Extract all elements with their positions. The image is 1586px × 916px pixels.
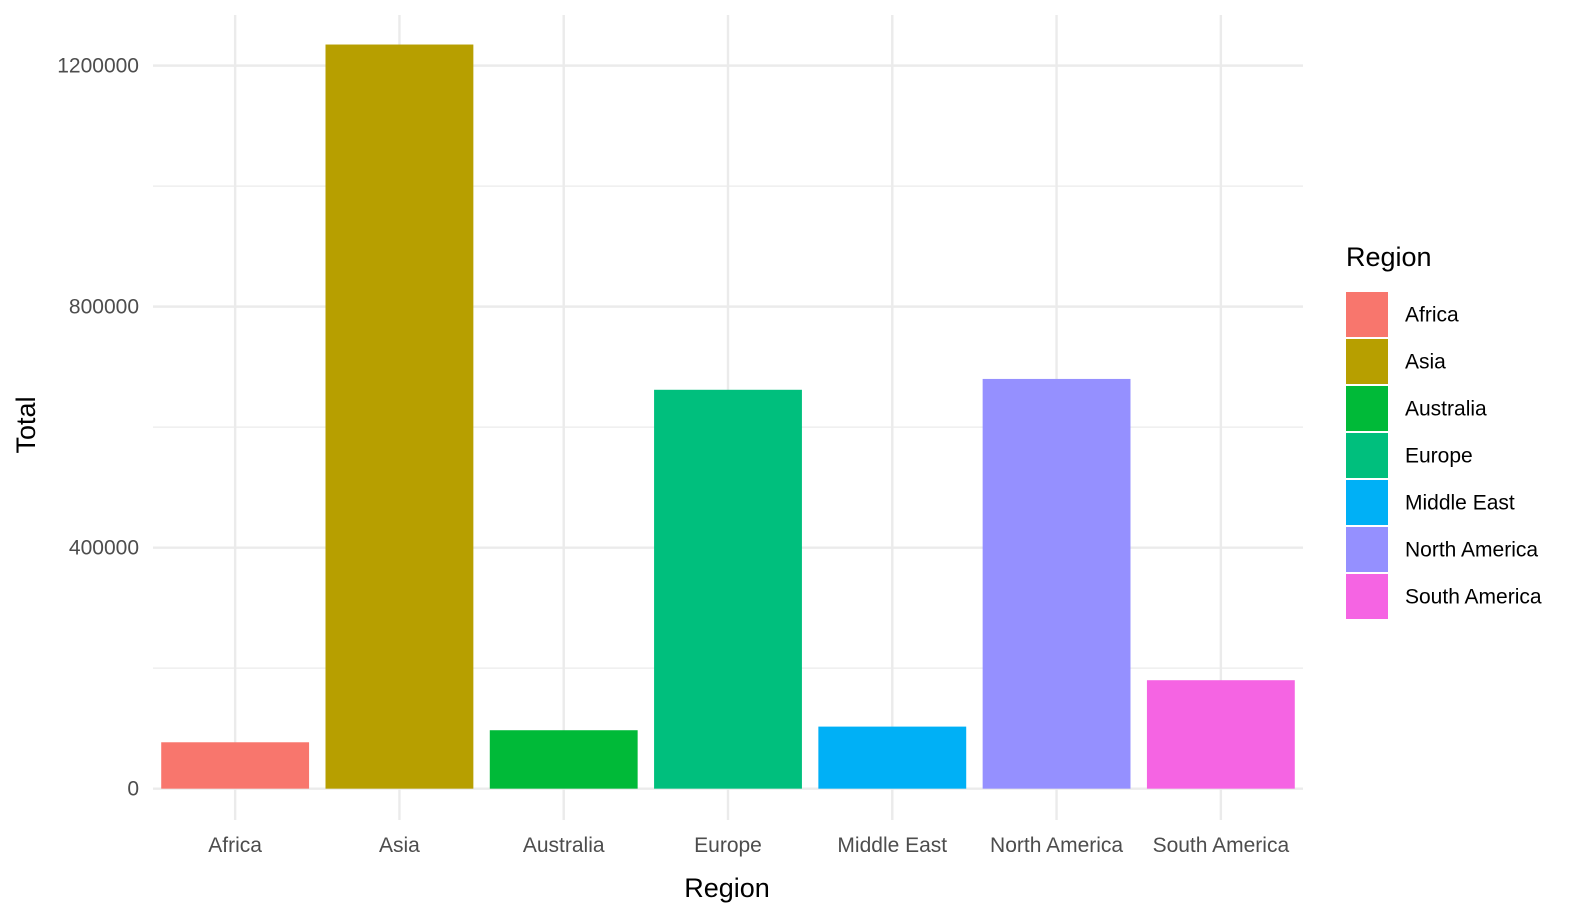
legend-title: Region [1346,242,1432,272]
legend-item: Middle East [1346,480,1515,525]
legend-item: Africa [1346,292,1459,337]
y-axis-ticks: 0 400000 800000 1200000 [57,55,139,801]
legend-label: South America [1405,586,1542,609]
bar-africa [161,742,310,789]
x-axis-ticks: Africa Asia Australia Europe Middle East Nort… [208,834,1289,857]
bar-middle-east [818,726,967,789]
legend-swatch [1346,386,1388,431]
legend-item: South America [1346,574,1542,619]
legend-item: North America [1346,527,1538,572]
x-tick-label: North America [990,834,1123,857]
legend-item: Australia [1346,386,1487,431]
legend-swatch [1346,292,1388,337]
bar-europe [654,389,802,789]
x-tick-label: Asia [379,834,420,857]
x-tick-label: Europe [694,834,762,857]
legend-label: Asia [1405,351,1446,374]
bar-south-america [1146,680,1295,789]
legend-item: Europe [1346,433,1473,478]
y-tick-label: 0 [127,778,139,801]
legend-label: Europe [1405,445,1473,468]
bar-australia [489,730,638,789]
legend-swatch [1346,574,1388,619]
x-tick-label: Australia [523,834,605,857]
x-tick-label: Africa [208,834,262,857]
bar-north-america [982,378,1131,789]
bars [161,44,1295,789]
y-tick-label: 800000 [69,296,139,319]
legend-label: North America [1405,539,1538,562]
legend-swatch [1346,339,1388,384]
x-tick-label: South America [1153,834,1290,857]
legend-swatch [1346,433,1388,478]
legend-label: Middle East [1405,492,1515,515]
bar-asia [325,44,474,789]
legend-item: Asia [1346,339,1446,384]
legend-label: Australia [1405,398,1487,421]
x-tick-label: Middle East [837,834,947,857]
legend-swatch [1346,480,1388,525]
legend-swatch [1346,527,1388,572]
legend: Region Africa Asia Australia Europe Middle E… [1346,242,1542,619]
y-tick-label: 400000 [69,537,139,560]
y-axis-title: Total [11,396,41,453]
y-tick-label: 1200000 [57,55,139,78]
legend-label: Africa [1405,304,1459,327]
x-axis-title: Region [684,873,770,903]
